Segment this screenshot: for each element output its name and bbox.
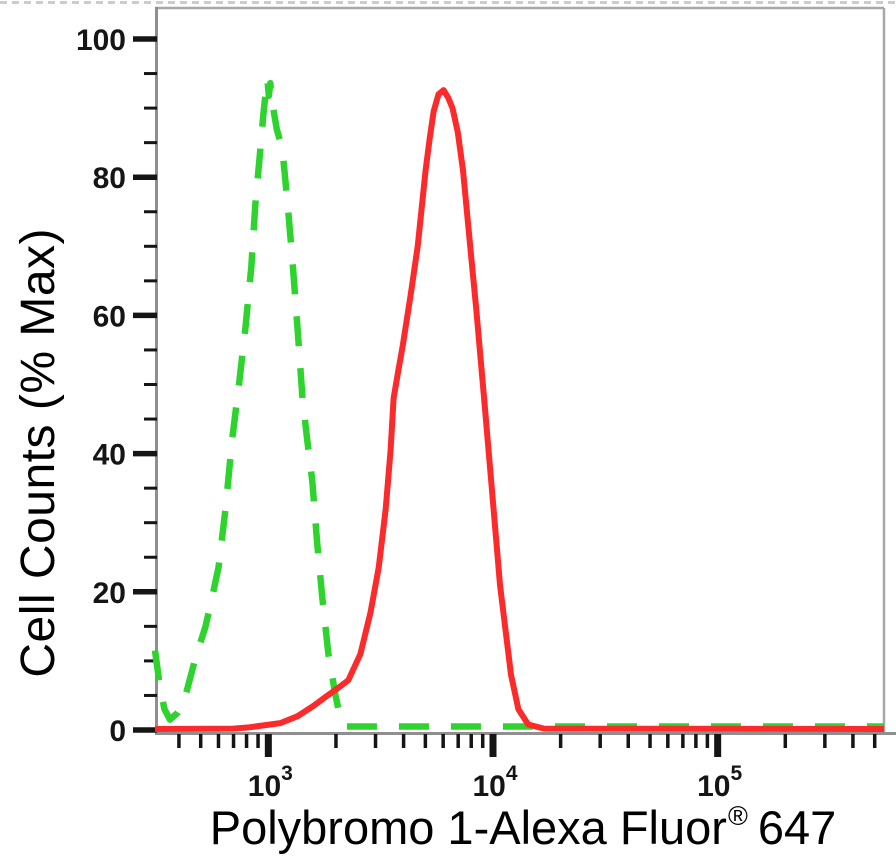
registered-trademark-icon: ® [727,801,748,831]
x-axis: 103 104 105 [177,734,877,800]
y-tick-label: 100 [76,24,126,57]
y-axis: 0 20 40 60 80 100 [76,24,157,748]
y-tick-label: 60 [93,300,126,333]
y-tick-label: 40 [93,439,126,472]
series-curves [151,75,885,732]
antibody-curve [154,87,885,732]
y-tick-label: 80 [93,162,126,195]
x-axis-title-suffix: 647 [757,801,837,854]
y-tick-label: 20 [93,577,126,610]
y-tick-label: 0 [109,715,126,748]
plot-frame [0,1,896,735]
x-tick-label: 103 [248,762,293,800]
chart-svg: 0 20 40 60 80 100 103 104 105 [0,1,896,800]
x-axis-title-text: Polybromo 1-Alexa Fluor [209,801,727,854]
y-axis-title: Cell Counts (% Max) [0,85,76,820]
control-curve [151,75,884,730]
x-tick-label: 104 [472,762,517,800]
y-axis-title-text: Cell Counts (% Max) [11,227,65,678]
x-axis-title: Polybromo 1-Alexa Fluor® 647 [150,800,896,855]
x-tick-label: 105 [697,762,742,800]
